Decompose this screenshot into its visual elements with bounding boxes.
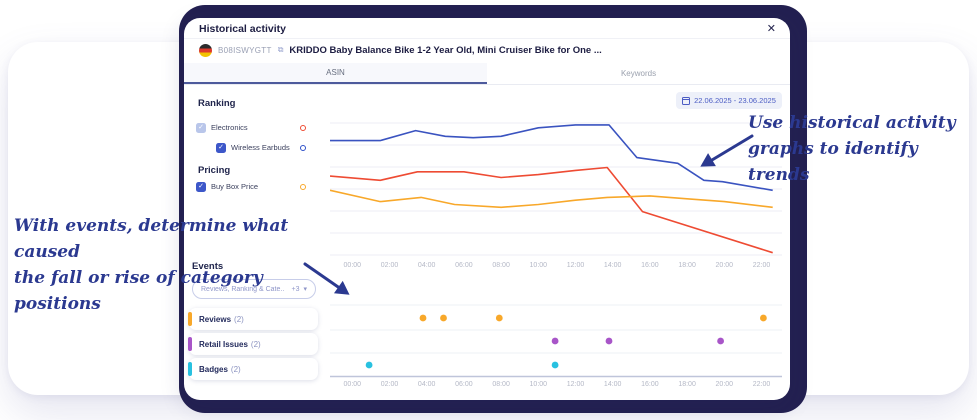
x-axis-label: 06:00 [455, 262, 473, 269]
checkbox-checked-icon[interactable]: ✓ [196, 122, 206, 133]
x-axis-label: 00:00 [343, 381, 362, 388]
tab-asin[interactable]: ASIN [184, 63, 487, 84]
germany-flag-icon [199, 43, 212, 57]
series-marker-buy-box-price [300, 183, 306, 190]
product-row: B08ISWYGTT ⧉ KRIDDO Baby Balance Bike 1-… [199, 42, 602, 58]
product-title: KRIDDO Baby Balance Bike 1-2 Year Old, M… [289, 44, 602, 56]
event-legend-count: (2) [234, 314, 244, 324]
x-axis-label: 04:00 [417, 381, 436, 388]
event-dot [495, 314, 503, 322]
event-color-bar [188, 337, 192, 351]
ranking-heading: Ranking [198, 98, 236, 109]
pricing-heading: Pricing [198, 165, 231, 176]
historical-activity-modal: Historical activity ✕ B08ISWYGTT ⧉ KRIDD… [184, 18, 790, 400]
x-axis-label: 18:00 [678, 381, 696, 388]
x-axis-label: 06:00 [455, 381, 473, 388]
series-marker-electronics [300, 124, 306, 131]
close-icon[interactable]: ✕ [766, 23, 776, 35]
x-axis-label: 22:00 [752, 381, 771, 388]
modal-title: Historical activity [199, 23, 286, 35]
event-legend-label: Reviews [199, 314, 232, 324]
asin-code: B08ISWYGTT [218, 45, 272, 55]
x-axis-label: 20:00 [715, 262, 734, 269]
x-axis-label: 02:00 [380, 262, 399, 269]
event-dot [717, 337, 724, 345]
x-axis-label: 16:00 [641, 381, 659, 388]
dropdown-more-count: +3 [291, 285, 300, 293]
annotation-left-line1: With events, determine what caused [14, 216, 289, 262]
tab-keywords[interactable]: Keywords [620, 69, 657, 78]
x-axis-label: 10:00 [529, 262, 548, 269]
event-legend-retail-issues[interactable]: Retail Issues (2) [188, 333, 318, 355]
x-axis-label: 14:00 [603, 381, 622, 388]
x-axis-label: 02:00 [380, 381, 399, 388]
external-link-icon[interactable]: ⧉ [277, 45, 284, 54]
calendar-icon [682, 96, 691, 105]
x-axis-label: 20:00 [715, 381, 734, 388]
event-color-bar [188, 312, 192, 326]
event-legend-reviews[interactable]: Reviews (2) [188, 308, 318, 330]
annotation-right-line1: Use historical activity [748, 113, 956, 133]
checkbox-row-buy-box-price[interactable]: ✓ Buy Box Price [196, 180, 306, 193]
event-dot [440, 314, 447, 322]
main-chart-x-axis: 00:00 02:00 04:00 06:00 08:00 10:00 12:00 14:00… [330, 262, 782, 272]
x-axis-label: 16:00 [641, 262, 659, 269]
events-timeline-chart[interactable] [330, 300, 782, 378]
event-legend-label: Retail Issues [199, 339, 248, 349]
event-dot [419, 314, 427, 322]
checkbox-label: Wireless Earbuds [231, 143, 290, 152]
checkbox-checked-icon[interactable]: ✓ [196, 181, 206, 192]
event-dot [551, 361, 559, 369]
x-axis-label: 22:00 [752, 262, 771, 269]
annotation-left: With events, determine what caused the f… [14, 213, 354, 317]
event-dot [365, 361, 373, 369]
x-axis-label: 00:00 [343, 262, 362, 269]
x-axis-label: 08:00 [492, 381, 510, 388]
annotation-right: Use historical activity graphs to identi… [748, 110, 973, 188]
event-color-bar [188, 362, 192, 376]
x-axis-label: 10:00 [529, 381, 548, 388]
ranking-pricing-line-chart[interactable] [330, 113, 782, 259]
events-heading: Events [192, 261, 224, 272]
x-axis-label: 14:00 [603, 262, 622, 269]
modal-header: Historical activity ✕ [184, 18, 790, 39]
date-range-value: 22.06.2025 - 23.06.2025 [694, 96, 776, 105]
checkbox-row-electronics[interactable]: ✓ Electronics [196, 121, 306, 134]
checkbox-row-wireless-earbuds[interactable]: ✓ Wireless Earbuds [216, 141, 306, 154]
event-legend-count: (2) [230, 364, 241, 374]
date-range-picker[interactable]: 22.06.2025 - 23.06.2025 [676, 92, 782, 109]
series-marker-wireless-earbuds [300, 144, 306, 151]
x-axis-label: 18:00 [678, 262, 696, 269]
x-axis-label: 12:00 [566, 381, 585, 388]
event-legend-count: (2) [250, 339, 261, 349]
events-chart-x-axis: 00:00 02:00 04:00 06:00 08:00 10:00 12:00 14:00… [330, 381, 782, 391]
checkbox-checked-icon[interactable]: ✓ [216, 142, 226, 153]
x-axis-label: 12:00 [566, 262, 585, 269]
event-dot [605, 337, 613, 345]
checkbox-label: Buy Box Price [211, 182, 259, 191]
checkbox-label: Electronics [211, 123, 248, 132]
annotation-left-line2: the fall or rise of category positions [14, 268, 263, 314]
x-axis-label: 04:00 [417, 262, 436, 269]
event-dot [760, 314, 767, 322]
event-legend-badges[interactable]: Badges (2) [188, 358, 318, 380]
x-axis-label: 08:00 [492, 262, 510, 269]
annotation-right-line2: graphs to identify trends [748, 139, 918, 185]
tab-bar: ASIN Keywords [184, 63, 790, 85]
event-dot [551, 337, 559, 345]
event-legend-label: Badges [199, 364, 228, 374]
